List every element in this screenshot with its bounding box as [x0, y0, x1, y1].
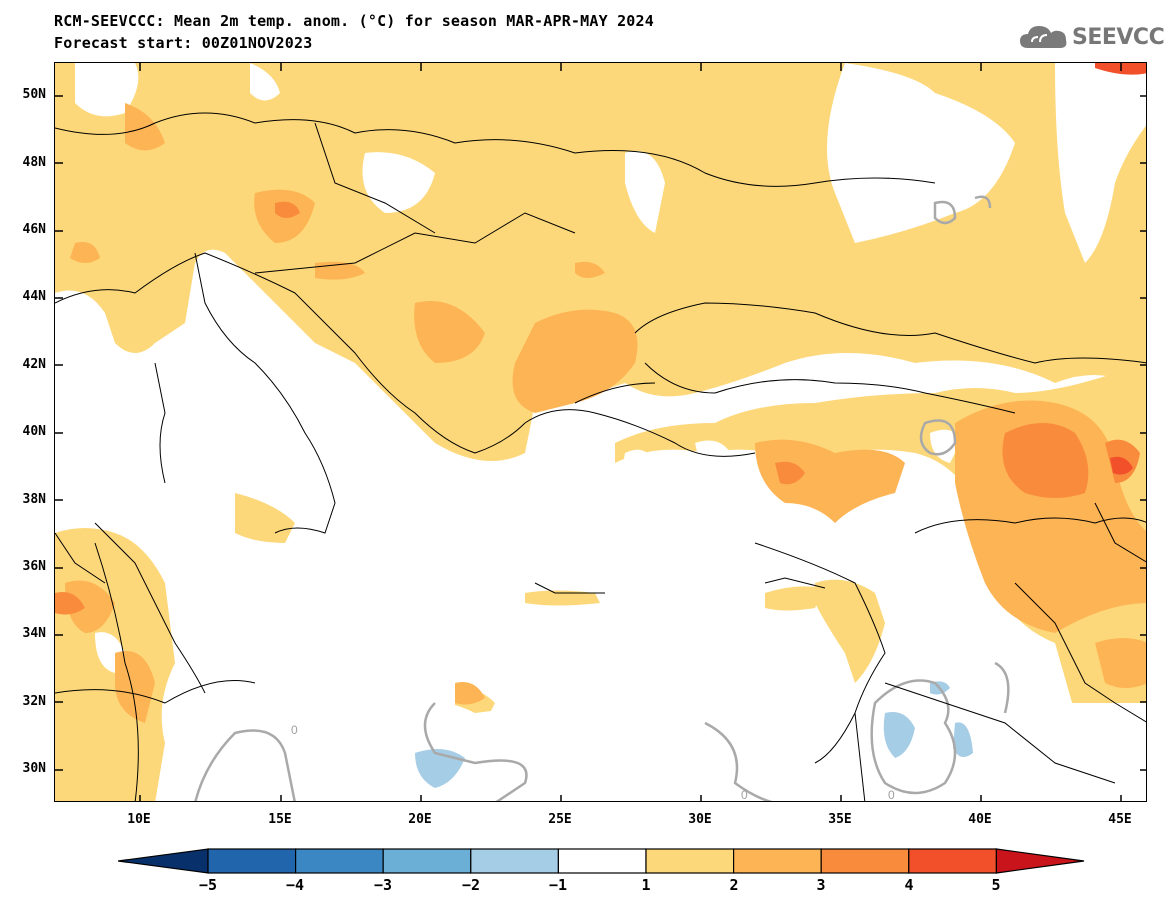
colorbar-tick-label: 1: [641, 876, 651, 894]
contour-label: 0: [291, 723, 298, 737]
colorbar: [118, 848, 1085, 874]
lat-label-44n: 44N: [22, 289, 46, 304]
colorbar-tick-label: 5: [991, 876, 1001, 894]
lon-label-20e: 20E: [408, 812, 432, 827]
colorbar-tick-label: −4: [285, 876, 305, 894]
coastlines-and-borders: [55, 112, 1146, 801]
colorbar-swatch: [908, 848, 997, 874]
colorbar-swatch: [732, 848, 822, 874]
colorbar-swatch: [470, 848, 559, 874]
contour-label: 0: [741, 788, 748, 802]
colorbar-tick-label: 2: [729, 876, 739, 894]
lat-label-30n: 30N: [22, 761, 46, 776]
forecast-start-subtitle: Forecast start: 00Z01NOV2023: [54, 34, 313, 52]
zero-contour-lines: [194, 195, 1010, 801]
logo-text: SEEVCCC: [1072, 24, 1165, 50]
colorbar-tick-label: −3: [373, 876, 393, 894]
lat-label-34n: 34N: [22, 626, 46, 641]
colorbar-tick-label: −5: [198, 876, 218, 894]
cloud-icon: [1020, 26, 1067, 48]
colorbar-swatch: [207, 848, 297, 874]
map-panel[interactable]: 0 0 0: [54, 62, 1147, 802]
colorbar-swatch-below-minus5: [118, 848, 209, 874]
contour-label: 0: [888, 788, 895, 802]
colorbar-tick-label: −2: [461, 876, 481, 894]
lon-ticks: [139, 63, 1122, 801]
lat-label-32n: 32N: [22, 694, 46, 709]
colorbar-tick-label: 4: [904, 876, 914, 894]
colorbar-swatch: [295, 848, 384, 874]
colorbar-tick-label: −1: [548, 876, 568, 894]
colorbar-swatch-above-5: [995, 848, 1085, 874]
colorbar-tick-label: 3: [816, 876, 826, 894]
lon-label-30e: 30E: [688, 812, 712, 827]
lat-label-48n: 48N: [22, 155, 46, 170]
anomaly-2-3-fill: [65, 103, 1146, 723]
temperature-anomaly-map: 0 0 0: [55, 63, 1146, 802]
anomaly-neutral-patches: [75, 63, 1146, 801]
lat-label-40n: 40N: [22, 424, 46, 439]
lat-label-50n: 50N: [22, 87, 46, 102]
chart-title: RCM-SEEVCCC: Mean 2m temp. anom. (°C) fo…: [54, 12, 654, 30]
lon-label-40e: 40E: [968, 812, 992, 827]
lat-label-36n: 36N: [22, 559, 46, 574]
colorbar-swatch: [382, 848, 472, 874]
anomaly-m2-m1-fill: [415, 681, 973, 788]
lon-label-25e: 25E: [548, 812, 572, 827]
lat-label-38n: 38N: [22, 492, 46, 507]
lat-label-46n: 46N: [22, 222, 46, 237]
colorbar-swatch: [645, 848, 735, 874]
seevccc-logo: SEEVCCC: [1018, 20, 1165, 54]
lat-label-42n: 42N: [22, 357, 46, 372]
lon-label-35e: 35E: [828, 812, 852, 827]
colorbar-swatch: [820, 848, 910, 874]
lat-ticks: [55, 95, 1146, 771]
lon-label-15e: 15E: [268, 812, 292, 827]
lon-label-10e: 10E: [127, 812, 151, 827]
lon-label-45e: 45E: [1108, 812, 1132, 827]
colorbar-swatch: [557, 848, 647, 874]
